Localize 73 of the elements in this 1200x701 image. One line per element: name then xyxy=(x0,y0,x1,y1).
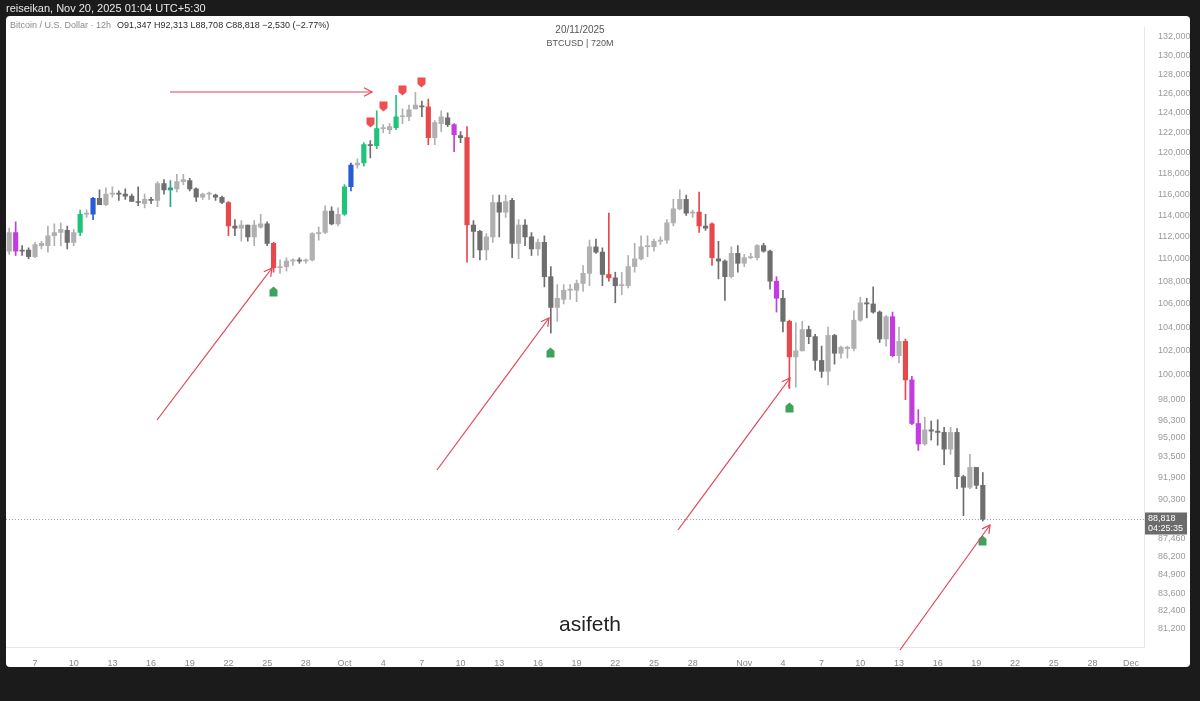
y-tick-label: 87,460 xyxy=(1158,532,1186,543)
x-tick-label: 13 xyxy=(107,657,118,668)
x-tick-label: 19 xyxy=(971,657,982,668)
candlestick xyxy=(135,186,141,207)
x-tick-label: 25 xyxy=(262,657,273,668)
y-tick-label: 126,000 xyxy=(1158,87,1191,98)
y-tick-label: 82,400 xyxy=(1158,605,1186,616)
y-tick-label: 114,000 xyxy=(1158,209,1190,220)
x-tick-label: 16 xyxy=(532,657,543,668)
y-tick-label: 91,900 xyxy=(1158,472,1186,483)
text: BTCUSD | 720M xyxy=(545,38,615,48)
y-tick-label: 84,900 xyxy=(1158,569,1186,580)
y-tick-label: 132,000 xyxy=(1158,31,1191,42)
candlestick xyxy=(619,271,625,296)
y-tick-label: 128,000 xyxy=(1158,68,1191,79)
x-tick-label: 4 xyxy=(780,657,786,668)
x-tick-label: Oct xyxy=(337,657,352,668)
text: reiseikan, Nov 20, 2025 01:04 UTC+5:30 xyxy=(6,2,206,14)
x-tick-label: 19 xyxy=(571,657,582,668)
y-tick-label: 122,000 xyxy=(1158,127,1191,138)
x-tick-label: 28 xyxy=(687,657,698,668)
y-tick-label: 120,000 xyxy=(1158,147,1191,158)
y-tick-label: 108,000 xyxy=(1158,275,1191,286)
x-tick-label: 7 xyxy=(32,657,38,668)
x-tick-label: 7 xyxy=(819,657,825,668)
y-tick-label: 100,000 xyxy=(1158,369,1191,380)
y-tick-label: 81,200 xyxy=(1158,623,1186,634)
y-tick-label: 83,600 xyxy=(1158,587,1186,598)
x-tick-label: 10 xyxy=(455,657,466,668)
y-tick-label: 112,000 xyxy=(1158,231,1190,242)
x-tick-label: 22 xyxy=(1010,657,1021,668)
candlestick xyxy=(606,212,612,282)
x-tick-label: 13 xyxy=(494,657,505,668)
x-tick-label: 25 xyxy=(1048,657,1059,668)
y-tick-label: 93,500 xyxy=(1158,451,1186,462)
x-tick-label: 16 xyxy=(146,657,157,668)
y-tick-label: 118,000 xyxy=(1158,167,1190,178)
y-tick-label: 90,300 xyxy=(1158,493,1186,504)
y-tick-label: 124,000 xyxy=(1158,107,1191,118)
y-tick-label: 104,000 xyxy=(1158,321,1191,332)
y-tick-label: 130,000 xyxy=(1158,49,1191,60)
candlestick xyxy=(496,194,502,238)
x-tick-label: Dec xyxy=(1123,657,1140,668)
y-tick-label: 106,000 xyxy=(1158,298,1191,309)
x-tick-label: 28 xyxy=(1087,657,1098,668)
y-tick-label: 96,300 xyxy=(1158,415,1186,426)
chart-title: 20/11/2025 xyxy=(554,24,606,35)
y-tick-label: 95,000 xyxy=(1158,432,1186,443)
x-tick-label: 7 xyxy=(419,657,425,668)
y-tick-label: 110,000 xyxy=(1158,253,1190,264)
y-tick-label: 116,000 xyxy=(1158,188,1190,199)
x-tick-label: 13 xyxy=(893,657,904,668)
annotation: asifeth xyxy=(558,612,622,636)
y-tick-label: 98,000 xyxy=(1158,394,1186,405)
y-tick-label: 86,200 xyxy=(1158,550,1186,561)
x-tick-label: 28 xyxy=(300,657,311,668)
x-tick-label: Nov xyxy=(736,657,753,668)
x-tick-label: 4 xyxy=(380,657,386,668)
candlestick xyxy=(935,419,941,446)
candlestick xyxy=(232,219,238,237)
annotation: O91,347 H92,313 L88,708 C88,818 −2,530 (−2.77%) xyxy=(117,20,330,30)
annotation: Bitcoin / U.S. Dollar · 12h xyxy=(10,20,112,30)
candlestick xyxy=(367,140,373,159)
x-tick-label: 22 xyxy=(610,657,621,668)
x-tick-label: 22 xyxy=(223,657,234,668)
y-tick-label: 102,000 xyxy=(1158,345,1191,356)
x-tick-label: 19 xyxy=(184,657,195,668)
text: 04:25:35 xyxy=(1148,523,1184,534)
x-tick-label: 10 xyxy=(68,657,79,668)
x-tick-label: 10 xyxy=(855,657,866,668)
x-tick-label: 16 xyxy=(932,657,943,668)
x-tick-label: 25 xyxy=(648,657,659,668)
ref-line-label: 88,818 xyxy=(1148,513,1176,524)
